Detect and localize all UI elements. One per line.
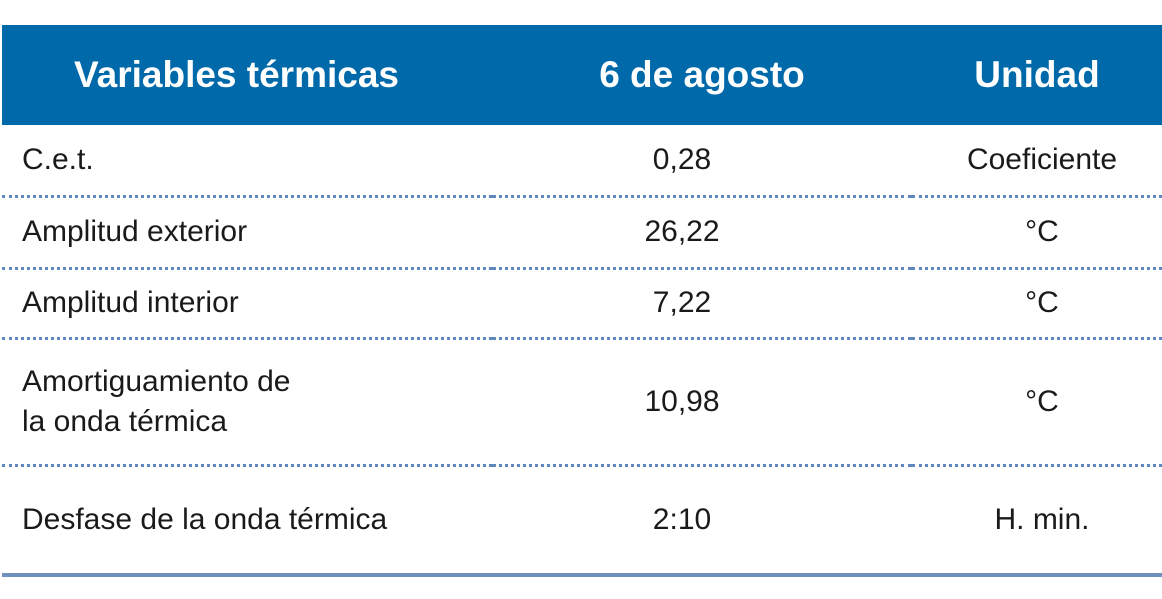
table-row: Desfase de la onda térmica 2:10 H. min. bbox=[2, 465, 1162, 575]
table-body: C.e.t. 0,28 Coeficiente Amplitud exterior 26… bbox=[2, 125, 1162, 575]
table-row: C.e.t. 0,28 Coeficiente bbox=[2, 125, 1162, 196]
table-row: Amortiguamiento de la onda térmica 10,98 °C bbox=[2, 338, 1162, 465]
table-cell: °C bbox=[1025, 384, 1059, 418]
header-cell: Unidad bbox=[974, 54, 1100, 95]
cell-line: la onda térmica bbox=[22, 404, 228, 438]
table-row: Amplitud interior 7,22 °C bbox=[2, 268, 1162, 338]
table-cell: 7,22 bbox=[652, 286, 712, 319]
table-cell: 2:10 bbox=[652, 502, 712, 536]
table-cell: Amplitud interior bbox=[22, 286, 239, 319]
table-cell: Amortiguamiento de la onda térmica bbox=[2, 338, 492, 465]
table-cell: 0,28 bbox=[652, 142, 712, 176]
table-cell: H. min. bbox=[994, 502, 1090, 536]
table-cell: °C bbox=[1025, 286, 1059, 319]
header-cell: 6 de agosto bbox=[599, 54, 805, 95]
table-cell: °C bbox=[1025, 215, 1059, 248]
table-cell: 10,98 bbox=[644, 384, 720, 418]
table-cell: Coeficiente bbox=[966, 142, 1118, 176]
header-row: Variables térmicas 6 de agosto Unidad bbox=[2, 25, 1162, 125]
table-row: Amplitud exterior 26,22 °C bbox=[2, 196, 1162, 268]
table-cell: Amplitud exterior bbox=[22, 215, 248, 248]
header-cell: Variables térmicas bbox=[74, 54, 399, 95]
cell-line: Amortiguamiento de bbox=[22, 364, 291, 398]
table-cell: Desfase de la onda térmica bbox=[22, 502, 388, 536]
data-table: Variables térmicas 6 de agosto Unidad C.e.… bbox=[2, 25, 1162, 577]
table-cell: 26,22 bbox=[644, 215, 720, 248]
table-cell: C.e.t. bbox=[22, 142, 94, 176]
table-header: Variables térmicas 6 de agosto Unidad bbox=[2, 25, 1162, 125]
